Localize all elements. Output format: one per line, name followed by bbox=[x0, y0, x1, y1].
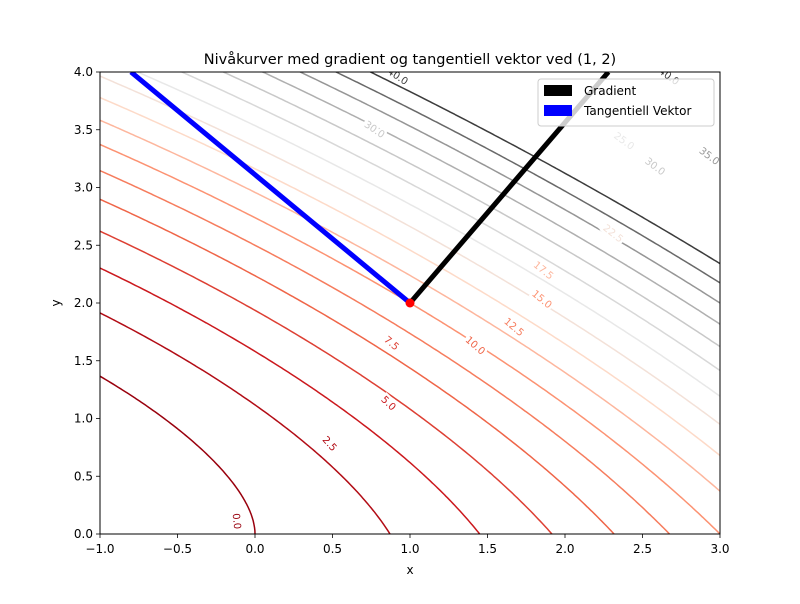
x-tick-label: 1.0 bbox=[400, 542, 419, 556]
y-tick-label: 1.0 bbox=[74, 412, 93, 426]
x-tick-label: 2.0 bbox=[555, 542, 574, 556]
contour-line bbox=[369, 72, 720, 265]
point-marker bbox=[405, 298, 415, 308]
legend-swatch-gradient bbox=[544, 85, 572, 96]
y-tick-label: 2.5 bbox=[74, 238, 93, 252]
y-tick-label: 4.0 bbox=[74, 65, 93, 79]
x-tick-label: 0.5 bbox=[323, 542, 342, 556]
x-tick-label: 2.5 bbox=[633, 542, 652, 556]
chart-title: Nivåkurver med gradient og tangentiell v… bbox=[204, 51, 616, 68]
legend: Gradient Tangentiell Vektor bbox=[537, 78, 715, 127]
contour-line bbox=[335, 72, 720, 284]
contour-line bbox=[100, 312, 391, 534]
legend-label-gradient: Gradient bbox=[584, 84, 637, 98]
tangent-vector bbox=[129, 72, 412, 305]
y-tick-label: 0.0 bbox=[74, 527, 93, 541]
legend-box bbox=[537, 78, 715, 127]
x-tick-label: 0.0 bbox=[245, 542, 264, 556]
contour-line bbox=[181, 72, 720, 372]
x-axis-label: x bbox=[406, 563, 413, 577]
y-tick-label: 3.5 bbox=[74, 123, 93, 137]
y-axis-ticks: 0.0 0.5 1.0 1.5 2.0 2.5 3.0 3.5 4.0 bbox=[74, 65, 100, 541]
legend-swatch-tangent bbox=[544, 105, 572, 116]
contour-line bbox=[100, 119, 720, 492]
y-axis-label: y bbox=[49, 299, 63, 306]
contour-line bbox=[100, 267, 481, 534]
x-tick-label: −1.0 bbox=[85, 542, 114, 556]
y-tick-label: 0.5 bbox=[74, 469, 93, 483]
contour-line bbox=[299, 72, 720, 304]
x-tick-label: 3.0 bbox=[710, 542, 729, 556]
contour-lines bbox=[100, 72, 720, 534]
legend-label-tangent: Tangentiell Vektor bbox=[583, 104, 691, 118]
x-tick-label: 1.5 bbox=[478, 542, 497, 556]
x-tick-label: −0.5 bbox=[163, 542, 192, 556]
y-tick-label: 2.0 bbox=[74, 296, 93, 310]
contour-line bbox=[100, 375, 256, 534]
contour-line bbox=[100, 230, 553, 534]
y-tick-label: 1.5 bbox=[74, 354, 93, 368]
x-axis-ticks: −1.0 −0.5 0.0 0.5 1.0 1.5 2.0 2.5 3.0 bbox=[85, 534, 730, 556]
contour-label: 0.0 bbox=[230, 513, 243, 530]
contour-line bbox=[100, 198, 615, 534]
contour-line bbox=[100, 169, 671, 534]
y-tick-label: 3.0 bbox=[74, 181, 93, 195]
contour-line bbox=[100, 96, 720, 457]
